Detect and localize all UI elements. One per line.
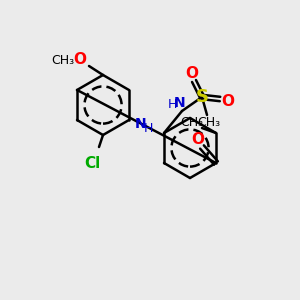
Text: N: N <box>135 118 146 131</box>
Text: H: H <box>167 98 177 112</box>
Text: S: S <box>196 88 208 106</box>
Text: CH₃: CH₃ <box>197 116 220 130</box>
Text: O: O <box>74 52 86 68</box>
Text: Cl: Cl <box>84 155 100 170</box>
Text: N: N <box>174 96 186 110</box>
Text: CH₃: CH₃ <box>51 53 75 67</box>
Text: H: H <box>144 122 153 135</box>
Text: O: O <box>191 133 205 148</box>
Text: O: O <box>185 65 199 80</box>
Text: CH₃: CH₃ <box>180 116 203 130</box>
Text: O: O <box>221 94 235 109</box>
